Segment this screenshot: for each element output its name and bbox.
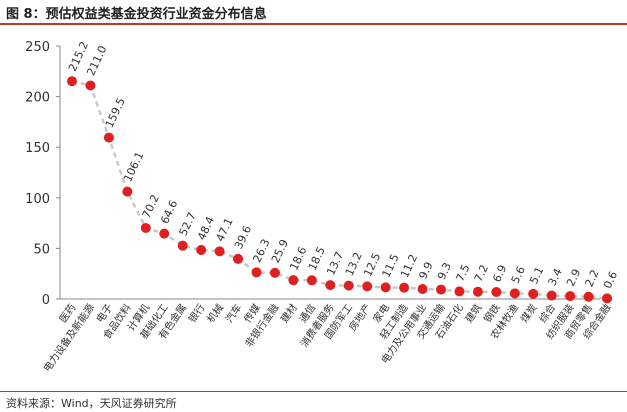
data-label: 64.6 <box>158 198 180 226</box>
data-point <box>306 275 317 286</box>
x-tick-label: 机械 <box>204 301 226 325</box>
source-note: 资料来源：Wind，天风证券研究所 <box>6 397 177 410</box>
y-tick-label: 150 <box>25 141 50 156</box>
data-point <box>159 228 170 239</box>
data-label: 7.2 <box>472 263 491 284</box>
data-point <box>417 283 428 294</box>
x-tick-label: 建材 <box>278 301 300 325</box>
title-bar: 图 8：预估权益类基金投资行业资金分布信息 <box>0 0 627 24</box>
data-point <box>67 76 77 87</box>
data-point <box>103 132 114 143</box>
y-tick-label: 200 <box>25 91 50 106</box>
data-point <box>362 281 373 292</box>
data-label: 5.1 <box>527 265 546 286</box>
data-point <box>233 253 244 264</box>
data-point <box>380 282 391 293</box>
data-point <box>325 280 336 291</box>
point-layer <box>67 76 613 304</box>
data-label: 9.3 <box>435 261 454 282</box>
data-label: 9.9 <box>416 260 435 281</box>
data-point <box>436 284 446 295</box>
x-tick-label: 建筑 <box>462 301 484 325</box>
data-point <box>399 282 410 293</box>
data-point <box>491 287 502 298</box>
data-point <box>214 246 225 257</box>
source-rule <box>0 391 627 392</box>
title-rule <box>0 23 627 25</box>
data-label: 25.9 <box>269 237 291 265</box>
data-label: 18.5 <box>306 245 328 273</box>
data-point <box>602 293 613 304</box>
axis-layer: 0 50 100 150 200 250 <box>25 40 600 308</box>
category-layer: 医药电力设备及新能源电子食品饮料计算机基础化工有色金属银行机械汽车传媒非银行金融… <box>40 301 613 374</box>
data-label: 6.9 <box>490 263 509 284</box>
data-point <box>251 267 262 278</box>
y-tick-label: 0 <box>42 293 50 308</box>
data-label: 106.1 <box>121 150 146 184</box>
data-point <box>85 80 96 91</box>
data-label: 5.6 <box>509 264 528 285</box>
x-tick-label: 银行 <box>185 301 207 325</box>
data-label: 70.2 <box>140 193 162 221</box>
x-tick-label: 煤炭 <box>518 301 540 325</box>
y-tick-label: 250 <box>25 40 50 55</box>
data-point <box>454 286 465 297</box>
data-point <box>269 267 280 278</box>
data-point <box>546 290 557 301</box>
data-label: 2.9 <box>564 267 583 288</box>
data-label: 159.5 <box>103 96 128 130</box>
line-layer <box>71 80 608 300</box>
data-point <box>140 222 151 233</box>
y-tick-label: 50 <box>33 242 50 257</box>
data-point <box>583 291 594 302</box>
data-label: 3.4 <box>546 266 565 287</box>
data-point <box>472 286 483 297</box>
data-point <box>509 288 520 299</box>
data-point <box>343 280 354 291</box>
data-label: 7.5 <box>453 262 472 283</box>
data-point <box>177 240 188 251</box>
data-point <box>196 245 207 256</box>
data-point <box>122 186 133 197</box>
x-tick-label: 汽车 <box>222 301 244 325</box>
data-label: 0.6 <box>601 269 620 290</box>
figure-title: 图 8：预估权益类基金投资行业资金分布信息 <box>6 7 267 22</box>
data-point <box>565 291 576 302</box>
data-point <box>288 275 299 286</box>
y-tick-label: 100 <box>25 192 50 207</box>
data-label: 39.6 <box>232 223 254 251</box>
data-label: 2.2 <box>583 268 602 289</box>
series-line <box>71 80 608 300</box>
label-layer: 215.2211.0159.5106.170.264.652.748.447.1… <box>66 39 620 290</box>
data-point <box>528 288 539 299</box>
